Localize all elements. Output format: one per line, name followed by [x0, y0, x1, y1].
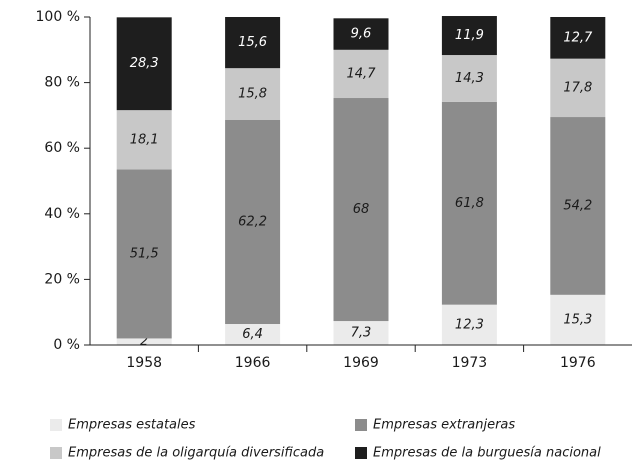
bar-segment	[333, 98, 389, 322]
legend-swatch	[355, 447, 367, 459]
data-label: 14,7	[347, 66, 377, 81]
x-tick-label: 1958	[126, 355, 162, 371]
legend-label: Empresas estatales	[68, 418, 196, 433]
bar-segment	[333, 49, 389, 99]
data-label: 6,4	[242, 327, 263, 342]
x-tick-label: 1976	[560, 355, 596, 371]
y-tick-label: 100 %	[36, 9, 80, 25]
bar-segment	[550, 17, 606, 59]
data-label: 28,3	[130, 56, 159, 71]
data-label: 12,3	[455, 317, 484, 332]
bar-segment	[550, 58, 606, 118]
data-label: 62,2	[238, 215, 267, 230]
y-tick-label: 60 %	[44, 140, 80, 156]
bar-segment	[441, 304, 497, 345]
bar-segment	[225, 119, 281, 325]
bar-segment	[333, 321, 389, 345]
bar-segment	[225, 17, 281, 69]
data-label: 12,7	[563, 30, 593, 45]
data-label: 61,8	[455, 196, 484, 211]
bar-segment	[116, 169, 172, 339]
legend-label: Empresas de la oligarquía diversificada	[68, 446, 324, 461]
bar-segment	[116, 338, 172, 345]
data-label: 9,6	[351, 27, 372, 42]
bar-segment	[550, 117, 606, 295]
x-tick-label: 1973	[452, 355, 488, 371]
bar-segment	[550, 294, 606, 345]
data-label: 15,6	[238, 35, 267, 50]
data-label: 54,2	[563, 198, 592, 213]
legend-label: Empresas de la burguesía nacional	[373, 446, 601, 461]
bar-segment	[441, 101, 497, 305]
data-label: 11,9	[455, 28, 484, 43]
bar-segment	[441, 55, 497, 102]
data-label: 51,5	[130, 246, 159, 261]
legend-swatch	[50, 447, 62, 459]
y-tick-label: 20 %	[44, 271, 80, 287]
bar-segment	[116, 17, 172, 111]
data-label: 14,3	[455, 71, 484, 86]
bar-segment	[441, 16, 497, 56]
bar-segment	[116, 110, 172, 170]
legend-label: Empresas extranjeras	[373, 418, 515, 433]
data-label: 18,1	[130, 132, 159, 147]
data-label: 15,3	[563, 312, 592, 327]
data-label: 15,8	[238, 87, 267, 102]
bar-segment	[225, 324, 281, 345]
data-label: 2	[140, 334, 148, 349]
y-tick-label: 40 %	[44, 206, 80, 222]
y-tick-label: 0 %	[53, 337, 80, 353]
y-tick-label: 80 %	[44, 75, 80, 91]
legend-swatch	[50, 419, 62, 431]
data-label: 7,3	[351, 326, 372, 341]
x-tick-label: 1969	[343, 355, 379, 371]
data-label: 17,8	[563, 80, 592, 95]
x-tick-label: 1966	[235, 355, 271, 371]
legend-swatch	[355, 419, 367, 431]
bar-segment	[225, 68, 281, 120]
data-label: 68	[353, 202, 370, 217]
bar-segment	[333, 18, 389, 50]
